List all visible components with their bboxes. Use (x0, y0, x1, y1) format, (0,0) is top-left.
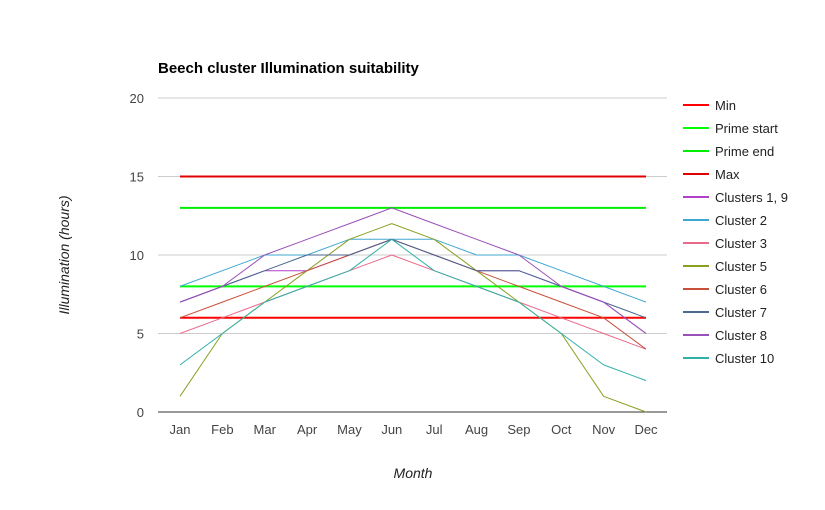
chart-title: Beech cluster Illumination suitability (158, 60, 420, 77)
y-tick-label: 15 (130, 170, 144, 185)
legend-label: Max (715, 167, 740, 182)
x-tick-label: Jan (170, 422, 191, 437)
x-axis-title: Month (394, 465, 433, 481)
legend-label: Min (715, 98, 736, 113)
legend-label: Cluster 8 (715, 328, 767, 343)
series-line-cluster-7 (179, 238, 647, 319)
legend-label: Cluster 3 (715, 236, 767, 251)
legend: Min Prime start Prime end Max Clusters 1, 9 C… (683, 98, 788, 366)
x-tick-label: Apr (297, 422, 318, 437)
x-tick-label: Sep (507, 422, 530, 437)
legend-label: Cluster 5 (715, 259, 767, 274)
series-line-cluster-10 (179, 238, 647, 382)
x-tick-label: Mar (254, 422, 277, 437)
x-tick-label: Dec (634, 422, 658, 437)
series-line-cluster-6 (179, 238, 647, 350)
series-line-cluster-3 (179, 254, 647, 350)
series-line-cluster-2 (179, 238, 647, 303)
legend-label: Clusters 1, 9 (715, 190, 788, 205)
legend-label: Prime start (715, 121, 778, 136)
series-lines (179, 175, 647, 413)
x-axis-ticks: Jan Feb Mar Apr May Jun Jul Aug Sep Oct Nov Dec (170, 422, 659, 437)
x-tick-label: Nov (592, 422, 616, 437)
y-tick-label: 20 (130, 91, 144, 106)
y-axis-title: Illumination (hours) (56, 195, 72, 314)
legend-label: Cluster 2 (715, 213, 767, 228)
x-tick-label: May (337, 422, 362, 437)
legend-label: Prime end (715, 144, 774, 159)
series-line-cluster-8 (179, 207, 647, 334)
legend-label: Cluster 10 (715, 351, 774, 366)
y-axis-ticks: 0 5 10 15 20 (130, 91, 144, 420)
x-tick-label: Jul (426, 422, 443, 437)
y-tick-label: 5 (137, 327, 144, 342)
x-tick-label: Oct (551, 422, 572, 437)
x-tick-label: Jun (381, 422, 402, 437)
y-tick-label: 0 (137, 405, 144, 420)
y-tick-label: 10 (130, 248, 144, 263)
legend-label: Cluster 6 (715, 282, 767, 297)
legend-label: Cluster 7 (715, 305, 767, 320)
x-tick-label: Aug (465, 422, 488, 437)
x-tick-label: Feb (211, 422, 233, 437)
